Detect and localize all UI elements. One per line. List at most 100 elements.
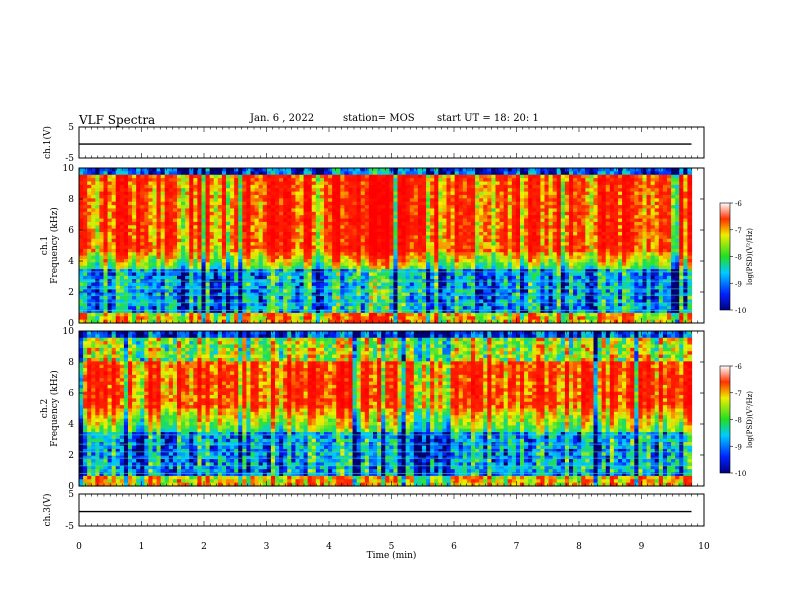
spectrogram-cell (128, 296, 133, 301)
spectrogram-cell (177, 306, 182, 311)
spectrogram-cell (213, 258, 219, 263)
spectrogram-cell (266, 188, 272, 193)
spectrogram-cell (230, 201, 235, 206)
spectrogram-cell (270, 285, 276, 290)
spectrogram-cell (217, 238, 223, 243)
spectrogram-cell (291, 248, 297, 253)
spectrogram-cell (397, 238, 403, 243)
spectrogram-cell (495, 242, 501, 247)
spectrogram-cell (148, 248, 154, 253)
spectrogram-cell (491, 191, 497, 196)
spectrogram-cell (238, 262, 243, 267)
spectrogram-cell (487, 235, 493, 240)
spectrogram-cell (303, 208, 309, 213)
spectrogram-cell (364, 265, 370, 270)
spectrogram-cell (238, 201, 243, 206)
spectrogram-cell (246, 178, 252, 183)
spectrogram-cell (405, 258, 411, 263)
spectrogram-cell (99, 168, 105, 172)
spectrogram-cell (479, 269, 484, 274)
spectrogram-cell (364, 285, 370, 290)
spectrogram-cell (181, 242, 186, 247)
spectrogram-cell (454, 255, 460, 260)
spectrogram-cell (503, 269, 509, 274)
spectrogram-cell (128, 319, 133, 324)
spectrogram-cell (381, 258, 386, 263)
spectrogram-cell (401, 201, 407, 206)
spectrogram-cell (381, 168, 386, 172)
spectrogram-cell (389, 201, 395, 206)
spectrogram-cell (205, 194, 211, 199)
spectrogram-cell (254, 248, 260, 253)
spectrogram-cell (454, 238, 460, 243)
spectrogram-cell (454, 205, 460, 210)
spectrogram-cell (409, 221, 415, 226)
spectrogram-cell (324, 312, 329, 317)
spectrogram-cell (483, 319, 488, 324)
spectrogram-cell (189, 198, 194, 203)
spectrogram-cell (79, 316, 84, 321)
spectrogram-cell (409, 258, 415, 263)
spectrogram-cell (450, 245, 456, 250)
spectrogram-cell (483, 242, 488, 247)
spectrogram-cell (234, 275, 239, 280)
spectrogram-cell (221, 194, 227, 199)
spectrogram-cell (238, 272, 243, 277)
spectrogram-cell (283, 285, 288, 290)
spectrogram-cell (291, 208, 297, 213)
spectrogram-cell (83, 232, 88, 236)
spectrogram-cell (381, 282, 386, 287)
spectrogram-cell (336, 272, 341, 277)
spectrogram-cell (479, 258, 484, 263)
spectrogram-cell (258, 296, 264, 301)
spectrogram-cell (181, 208, 186, 213)
spectrogram-cell (283, 282, 288, 287)
spectrogram-cell (373, 316, 378, 321)
spectrogram-cell (275, 289, 280, 294)
spectrogram-cell (185, 194, 190, 199)
spectrogram-cell (250, 225, 256, 230)
spectrogram-cell (107, 309, 113, 314)
spectrogram-cell (303, 178, 309, 183)
spectrogram-cell (226, 218, 231, 223)
spectrogram-cell (426, 215, 431, 220)
spectrogram-cell (87, 255, 92, 260)
spectrogram-cell (466, 174, 472, 179)
spectrogram-cell (324, 191, 329, 196)
spectrogram-cell (348, 215, 354, 220)
spectrogram-cell (258, 319, 264, 324)
spectrogram-cell (434, 252, 439, 257)
spectrogram-cell (348, 258, 354, 263)
spectrogram-cell (164, 178, 170, 183)
spectrogram-cell (230, 275, 235, 280)
spectrogram-cell (373, 269, 378, 274)
spectrogram-cell (111, 194, 117, 199)
spectrogram-cell (340, 228, 346, 233)
spectrogram-cell (123, 205, 129, 210)
spectrogram-cell (319, 181, 325, 186)
spectrogram-cell (466, 178, 472, 183)
spectrogram-cell (107, 191, 113, 196)
spectrogram-cell (520, 215, 525, 220)
spectrogram-cell (491, 262, 497, 267)
spectrogram-cell (495, 306, 501, 311)
spectrogram-cell (324, 262, 329, 267)
spectrogram-cell (266, 252, 272, 257)
spectrogram-cell (348, 272, 354, 277)
spectrogram-cell (213, 225, 219, 230)
spectrogram-cell (119, 211, 125, 216)
spectrogram-cell (119, 292, 125, 297)
spectrogram-cell (438, 319, 444, 324)
spectrogram-cell (177, 312, 182, 317)
spectrogram-cell (344, 316, 350, 321)
spectrogram-cell (172, 269, 178, 274)
spectrogram-cell (283, 211, 288, 216)
spectrogram-cell (246, 296, 252, 301)
spectrogram-cell (295, 215, 301, 220)
spectrogram-cell (511, 302, 517, 307)
spectrogram-cell (426, 252, 431, 257)
spectrogram-cell (389, 248, 395, 253)
spectrogram-cell (340, 194, 346, 199)
spectrogram-cell (442, 194, 448, 199)
spectrogram-cell (291, 306, 297, 311)
